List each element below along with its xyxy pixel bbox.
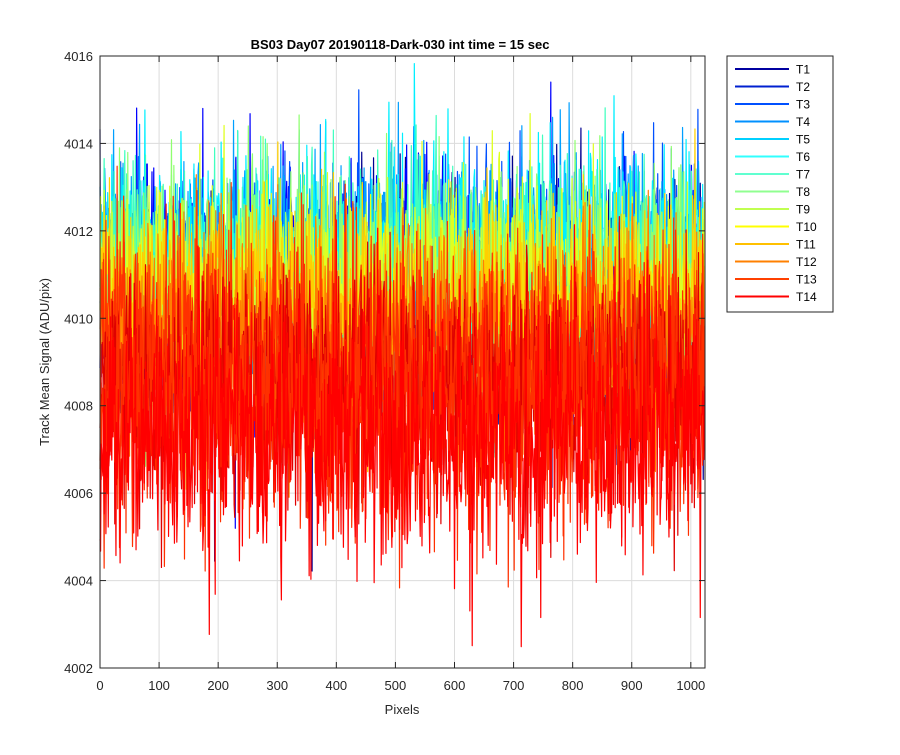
legend-label-t5: T5 <box>796 133 810 147</box>
legend-label-t12: T12 <box>796 255 817 269</box>
x-tick-label: 900 <box>621 678 643 693</box>
x-tick-label: 700 <box>503 678 525 693</box>
x-tick-label: 100 <box>148 678 170 693</box>
y-tick-label: 4004 <box>64 574 93 589</box>
legend-box <box>726 55 834 313</box>
y-tick-label: 4012 <box>64 224 93 239</box>
x-tick-label: 0 <box>96 678 103 693</box>
legend-label-t11: T11 <box>796 238 816 252</box>
legend-label-t8: T8 <box>796 185 810 199</box>
series-line-t14 <box>99 219 706 648</box>
legend-label-t1: T1 <box>796 63 810 77</box>
y-tick-label: 4016 <box>64 49 93 64</box>
y-tick-label: 4014 <box>64 136 93 151</box>
axes-box <box>99 55 706 669</box>
legend-label-t4: T4 <box>796 115 810 129</box>
x-axis-label: Pixels <box>385 702 420 717</box>
x-tick-label: 500 <box>385 678 407 693</box>
chart-title: BS03 Day07 20190118-Dark-030 int time = … <box>251 37 550 52</box>
x-tick-label: 800 <box>562 678 584 693</box>
series-lines <box>99 62 706 648</box>
legend-label-t13: T13 <box>796 273 817 287</box>
legend-label-t2: T2 <box>796 80 810 94</box>
x-tick-label: 600 <box>444 678 466 693</box>
legend-label-t9: T9 <box>796 203 810 217</box>
axis-ticks: 0 100 200 300 400 500 600 700 800 900 1000 4002 4004… <box>64 49 705 693</box>
legend: T1 T2 T3 T4 T5 T6 T7 T8 T9 T10 T11 T12 T13 T14 <box>726 55 834 313</box>
y-tick-label: 4010 <box>64 311 93 326</box>
y-tick-label: 4008 <box>64 399 93 414</box>
x-tick-label: 300 <box>266 678 288 693</box>
legend-label-t6: T6 <box>796 150 810 164</box>
y-axis-label: Track Mean Signal (ADU/pix) <box>37 278 52 446</box>
x-tick-label: 200 <box>207 678 229 693</box>
legend-label-t14: T14 <box>796 290 817 304</box>
y-tick-label: 4002 <box>64 661 93 676</box>
x-tick-label: 1000 <box>676 678 705 693</box>
legend-label-t3: T3 <box>796 98 810 112</box>
x-tick-label: 400 <box>325 678 347 693</box>
legend-label-t7: T7 <box>796 168 810 182</box>
legend-label-t10: T10 <box>796 220 817 234</box>
y-tick-label: 4006 <box>64 486 93 501</box>
